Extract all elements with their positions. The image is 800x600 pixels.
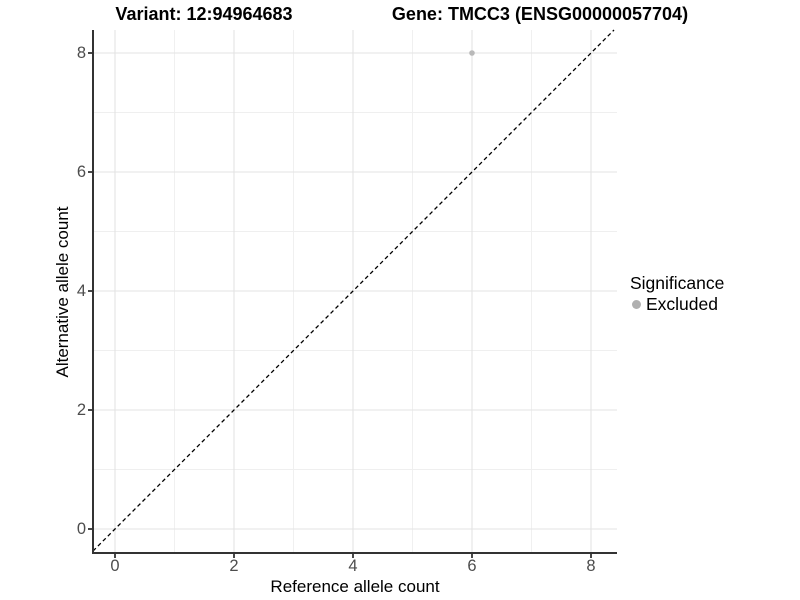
plot-title-variant: Variant: 12:94964683	[115, 4, 293, 24]
x-tick-label: 2	[229, 557, 239, 575]
y-tick-label: 4	[76, 282, 86, 300]
x-tick-label: 6	[467, 557, 477, 575]
legend-key-dot-icon	[632, 300, 641, 309]
y-tick-label: 6	[76, 163, 86, 181]
data-point	[469, 50, 475, 56]
y-tick-label: 8	[76, 44, 86, 62]
legend-title: Significance	[630, 273, 725, 293]
axis-line	[92, 30, 617, 554]
x-tick-label: 0	[110, 557, 120, 575]
x-tick-label: 4	[348, 557, 358, 575]
identity-line	[92, 29, 615, 552]
legend-item: Excluded	[630, 294, 724, 315]
legend: Significance Excluded	[630, 272, 724, 315]
legend-item-label: Excluded	[646, 294, 718, 314]
y-tick-label: 2	[76, 401, 86, 419]
plot-title-gene: Gene: TMCC3 (ENSG00000057704)	[391, 4, 689, 24]
x-axis-title: Reference allele count	[270, 577, 440, 596]
y-tick-label: 0	[76, 520, 86, 538]
x-tick-label: 8	[586, 557, 596, 575]
y-axis-title: Alternative allele count	[53, 206, 72, 378]
